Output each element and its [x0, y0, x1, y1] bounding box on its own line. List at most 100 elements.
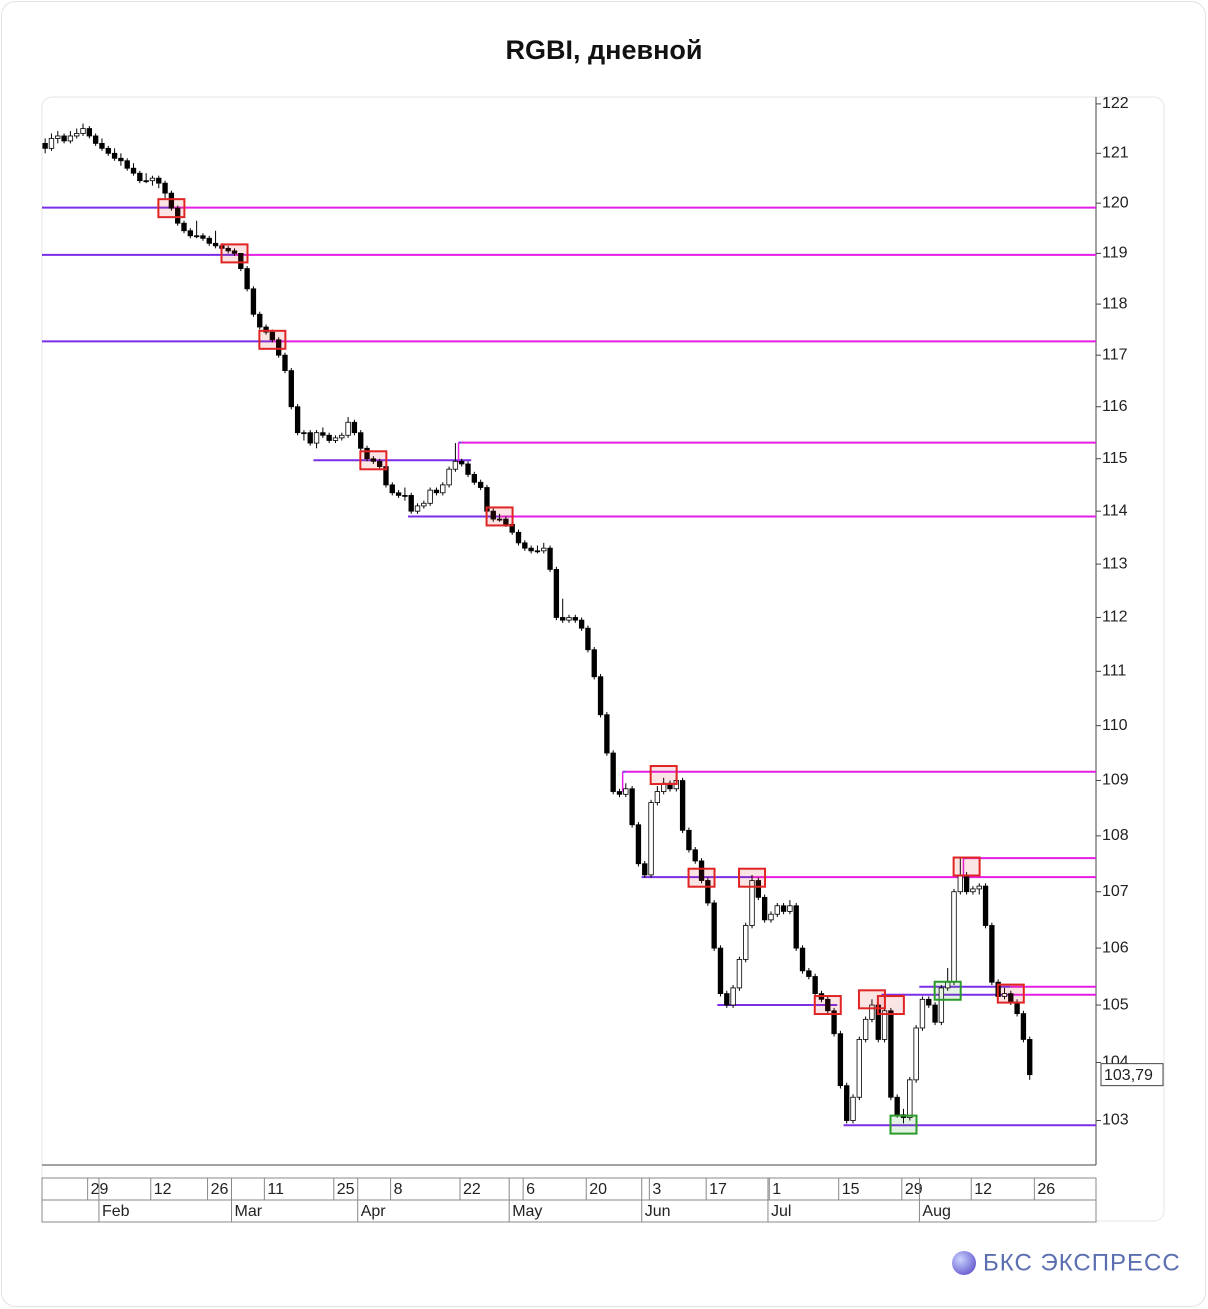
candle-body [812, 976, 818, 995]
candle-body [585, 627, 591, 651]
candle-body [408, 494, 414, 512]
y-tick-label: 106 [1102, 939, 1129, 956]
chart-title: RGBI, дневной [506, 35, 703, 65]
candle-body [313, 432, 320, 444]
x-tick-label: 26 [1037, 1181, 1055, 1198]
candle-body [124, 160, 130, 169]
x-tick-label: 29 [905, 1181, 923, 1198]
candle-body [376, 460, 383, 467]
candle-body [99, 142, 105, 149]
candle-body [238, 253, 244, 269]
candle-body [522, 542, 528, 549]
candle-body [86, 128, 93, 137]
candle-body [951, 891, 957, 983]
logo: БКС ЭКСПРЕСС [952, 1249, 1181, 1276]
x-tick-label: 12 [154, 1181, 172, 1198]
candle-body [837, 1033, 844, 1087]
candle-body [597, 676, 604, 716]
candle-body [623, 788, 629, 795]
candle-body [711, 902, 717, 949]
candle-body [919, 998, 926, 1029]
candle-body [307, 432, 313, 444]
candle-body [989, 925, 995, 983]
y-tick-label: 108 [1102, 827, 1129, 844]
candle-body [326, 434, 332, 441]
candle-body [389, 484, 395, 494]
candle-body [168, 192, 175, 209]
y-tick-label: 119 [1102, 245, 1128, 262]
marker-box [889, 1114, 918, 1135]
month-label: Aug [922, 1203, 950, 1220]
candle-body [490, 510, 496, 520]
candle-body [976, 885, 982, 890]
candle-body [1014, 1001, 1020, 1015]
marker-box [876, 995, 905, 1016]
marker-box [258, 329, 287, 350]
candle-body [294, 406, 301, 434]
x-tick-label: 12 [974, 1181, 992, 1198]
candle-body [345, 421, 351, 436]
candle-body [610, 752, 616, 792]
chart-panel [41, 96, 1165, 1222]
candle-body [364, 447, 370, 460]
candle-body [705, 880, 711, 904]
marker-box [157, 198, 186, 219]
candle-body [67, 135, 74, 142]
plot: 1031041051061071081091101111121131141151… [42, 95, 1164, 1222]
candle-body [137, 172, 143, 182]
candle-body [105, 147, 111, 154]
candle-body [799, 947, 806, 972]
candle-body [414, 505, 421, 512]
candle-body [831, 1010, 837, 1035]
y-tick-label: 116 [1102, 398, 1128, 415]
candle-body [553, 569, 560, 618]
candle-body [982, 885, 989, 926]
candle-body [717, 947, 724, 995]
marker-box [649, 765, 678, 786]
candle-body [888, 1010, 894, 1098]
candle-body [351, 421, 358, 434]
y-tick-label: 120 [1102, 194, 1129, 211]
x-tick-label: 6 [526, 1181, 535, 1198]
candle-body [616, 791, 623, 795]
candle-body [894, 1096, 900, 1116]
candle-body [181, 222, 187, 232]
candle-body [440, 484, 446, 494]
candle-body [724, 993, 730, 1006]
candle-body [869, 1004, 875, 1020]
y-tick-label: 121 [1102, 145, 1129, 162]
candle-body [282, 354, 288, 372]
candle-body [850, 1096, 856, 1121]
candle-body [263, 326, 269, 333]
candle-body [806, 970, 812, 977]
marker-box [933, 980, 962, 1001]
marker-box [485, 506, 514, 527]
candle-body [200, 235, 206, 239]
month-label: Jun [645, 1203, 671, 1220]
candle-body [402, 494, 408, 497]
brand: БКС ЭКСПРЕСС [983, 1249, 1181, 1276]
candle-body [339, 434, 345, 439]
y-tick-label: 117 [1102, 346, 1128, 363]
y-tick-label: 122 [1102, 95, 1129, 112]
x-tick-label: 3 [652, 1181, 661, 1198]
x-tick-label: 17 [709, 1181, 727, 1198]
candle-body [301, 432, 307, 435]
candle-body [118, 157, 124, 162]
candle-body [881, 1010, 888, 1040]
candle-body [692, 849, 698, 862]
candle-body [1027, 1039, 1033, 1076]
candle-body [231, 250, 238, 254]
candle-body [358, 432, 364, 449]
candle-body [143, 180, 149, 183]
candle-body [1020, 1013, 1027, 1040]
candle-body [193, 235, 200, 238]
candle-body [528, 547, 534, 552]
candle-body [288, 370, 294, 408]
month-label: Mar [234, 1203, 262, 1220]
candle-body [257, 313, 263, 328]
candle-body [421, 502, 427, 507]
candle-body [465, 463, 471, 475]
